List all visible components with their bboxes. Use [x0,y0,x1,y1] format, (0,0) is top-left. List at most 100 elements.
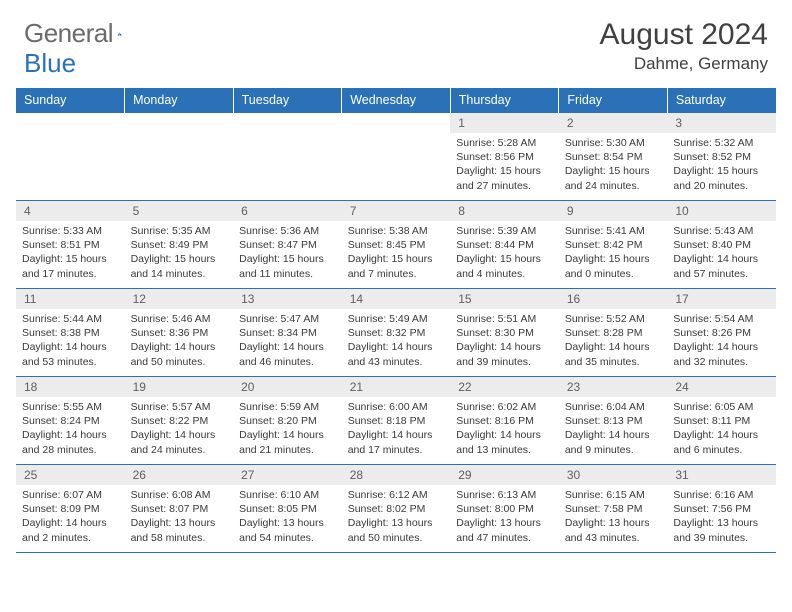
day-number: 17 [667,289,776,309]
calendar-day-cell: 26Sunrise: 6:08 AMSunset: 8:07 PMDayligh… [125,465,234,553]
logo-text: General [24,18,113,49]
calendar-day-cell: 20Sunrise: 5:59 AMSunset: 8:20 PMDayligh… [233,377,342,465]
calendar-day-cell: 10Sunrise: 5:43 AMSunset: 8:40 PMDayligh… [667,201,776,289]
day-number: 1 [450,113,559,133]
weekday-header: Thursday [450,88,559,113]
calendar-day-cell: 25Sunrise: 6:07 AMSunset: 8:09 PMDayligh… [16,465,125,553]
day-details: Sunrise: 6:07 AMSunset: 8:09 PMDaylight:… [16,485,125,548]
day-details: Sunrise: 5:54 AMSunset: 8:26 PMDaylight:… [667,309,776,372]
logo-sail-icon [117,24,122,44]
day-details: Sunrise: 5:38 AMSunset: 8:45 PMDaylight:… [342,221,451,284]
calendar-day-cell: 23Sunrise: 6:04 AMSunset: 8:13 PMDayligh… [559,377,668,465]
day-details: Sunrise: 5:36 AMSunset: 8:47 PMDaylight:… [233,221,342,284]
day-details: Sunrise: 6:04 AMSunset: 8:13 PMDaylight:… [559,397,668,460]
logo-text-blue: Blue [24,48,76,79]
day-number: 5 [125,201,234,221]
calendar-day-cell [233,113,342,201]
logo: General [24,18,147,49]
weekday-header: Saturday [667,88,776,113]
day-number: 4 [16,201,125,221]
day-details: Sunrise: 5:35 AMSunset: 8:49 PMDaylight:… [125,221,234,284]
day-number: 10 [667,201,776,221]
calendar-day-cell: 22Sunrise: 6:02 AMSunset: 8:16 PMDayligh… [450,377,559,465]
day-number: 11 [16,289,125,309]
calendar-day-cell [342,113,451,201]
day-details: Sunrise: 6:13 AMSunset: 8:00 PMDaylight:… [450,485,559,548]
day-details: Sunrise: 6:00 AMSunset: 8:18 PMDaylight:… [342,397,451,460]
calendar-day-cell: 30Sunrise: 6:15 AMSunset: 7:58 PMDayligh… [559,465,668,553]
calendar-week-row: 11Sunrise: 5:44 AMSunset: 8:38 PMDayligh… [16,289,776,377]
calendar-week-row: 1Sunrise: 5:28 AMSunset: 8:56 PMDaylight… [16,113,776,201]
weekday-header: Friday [559,88,668,113]
weekday-header: Wednesday [342,88,451,113]
day-number: 14 [342,289,451,309]
calendar-day-cell: 18Sunrise: 5:55 AMSunset: 8:24 PMDayligh… [16,377,125,465]
weekday-header: Monday [125,88,234,113]
day-details: Sunrise: 5:57 AMSunset: 8:22 PMDaylight:… [125,397,234,460]
calendar-day-cell: 24Sunrise: 6:05 AMSunset: 8:11 PMDayligh… [667,377,776,465]
day-details: Sunrise: 5:41 AMSunset: 8:42 PMDaylight:… [559,221,668,284]
calendar-day-cell: 15Sunrise: 5:51 AMSunset: 8:30 PMDayligh… [450,289,559,377]
day-number: 13 [233,289,342,309]
day-number [125,113,234,119]
title-block: August 2024 Dahme, Germany [600,18,768,74]
calendar-day-cell: 28Sunrise: 6:12 AMSunset: 8:02 PMDayligh… [342,465,451,553]
day-number: 12 [125,289,234,309]
day-details: Sunrise: 6:16 AMSunset: 7:56 PMDaylight:… [667,485,776,548]
day-details: Sunrise: 5:30 AMSunset: 8:54 PMDaylight:… [559,133,668,196]
day-details: Sunrise: 6:10 AMSunset: 8:05 PMDaylight:… [233,485,342,548]
day-details: Sunrise: 5:33 AMSunset: 8:51 PMDaylight:… [16,221,125,284]
calendar-day-cell: 21Sunrise: 6:00 AMSunset: 8:18 PMDayligh… [342,377,451,465]
calendar-day-cell: 2Sunrise: 5:30 AMSunset: 8:54 PMDaylight… [559,113,668,201]
day-details: Sunrise: 6:02 AMSunset: 8:16 PMDaylight:… [450,397,559,460]
calendar-day-cell: 4Sunrise: 5:33 AMSunset: 8:51 PMDaylight… [16,201,125,289]
calendar-day-cell: 12Sunrise: 5:46 AMSunset: 8:36 PMDayligh… [125,289,234,377]
day-number: 2 [559,113,668,133]
day-number: 8 [450,201,559,221]
calendar-day-cell: 19Sunrise: 5:57 AMSunset: 8:22 PMDayligh… [125,377,234,465]
day-details: Sunrise: 5:47 AMSunset: 8:34 PMDaylight:… [233,309,342,372]
calendar-day-cell: 8Sunrise: 5:39 AMSunset: 8:44 PMDaylight… [450,201,559,289]
day-details: Sunrise: 5:52 AMSunset: 8:28 PMDaylight:… [559,309,668,372]
day-details: Sunrise: 5:39 AMSunset: 8:44 PMDaylight:… [450,221,559,284]
day-number: 25 [16,465,125,485]
day-number: 28 [342,465,451,485]
day-number: 21 [342,377,451,397]
calendar-day-cell: 6Sunrise: 5:36 AMSunset: 8:47 PMDaylight… [233,201,342,289]
day-details: Sunrise: 5:32 AMSunset: 8:52 PMDaylight:… [667,133,776,196]
weekday-header: Sunday [16,88,125,113]
day-number: 3 [667,113,776,133]
calendar-day-cell: 29Sunrise: 6:13 AMSunset: 8:00 PMDayligh… [450,465,559,553]
header: General August 2024 Dahme, Germany [0,0,792,82]
location: Dahme, Germany [600,54,768,74]
day-details: Sunrise: 5:28 AMSunset: 8:56 PMDaylight:… [450,133,559,196]
day-number: 18 [16,377,125,397]
day-details: Sunrise: 5:43 AMSunset: 8:40 PMDaylight:… [667,221,776,284]
calendar-week-row: 18Sunrise: 5:55 AMSunset: 8:24 PMDayligh… [16,377,776,465]
calendar-day-cell: 17Sunrise: 5:54 AMSunset: 8:26 PMDayligh… [667,289,776,377]
calendar-day-cell: 7Sunrise: 5:38 AMSunset: 8:45 PMDaylight… [342,201,451,289]
calendar-day-cell: 3Sunrise: 5:32 AMSunset: 8:52 PMDaylight… [667,113,776,201]
weekday-header: Tuesday [233,88,342,113]
calendar-day-cell: 11Sunrise: 5:44 AMSunset: 8:38 PMDayligh… [16,289,125,377]
day-number: 6 [233,201,342,221]
calendar-day-cell: 16Sunrise: 5:52 AMSunset: 8:28 PMDayligh… [559,289,668,377]
day-number: 15 [450,289,559,309]
day-number [16,113,125,119]
calendar-week-row: 4Sunrise: 5:33 AMSunset: 8:51 PMDaylight… [16,201,776,289]
day-details: Sunrise: 6:15 AMSunset: 7:58 PMDaylight:… [559,485,668,548]
day-details: Sunrise: 5:49 AMSunset: 8:32 PMDaylight:… [342,309,451,372]
calendar-day-cell: 14Sunrise: 5:49 AMSunset: 8:32 PMDayligh… [342,289,451,377]
day-number: 29 [450,465,559,485]
day-details: Sunrise: 5:44 AMSunset: 8:38 PMDaylight:… [16,309,125,372]
calendar-day-cell: 1Sunrise: 5:28 AMSunset: 8:56 PMDaylight… [450,113,559,201]
calendar-day-cell: 5Sunrise: 5:35 AMSunset: 8:49 PMDaylight… [125,201,234,289]
calendar-table: Sunday Monday Tuesday Wednesday Thursday… [16,88,776,553]
day-number: 7 [342,201,451,221]
day-number: 26 [125,465,234,485]
day-number: 24 [667,377,776,397]
day-details: Sunrise: 5:51 AMSunset: 8:30 PMDaylight:… [450,309,559,372]
weekday-header-row: Sunday Monday Tuesday Wednesday Thursday… [16,88,776,113]
day-number: 27 [233,465,342,485]
calendar-day-cell: 9Sunrise: 5:41 AMSunset: 8:42 PMDaylight… [559,201,668,289]
